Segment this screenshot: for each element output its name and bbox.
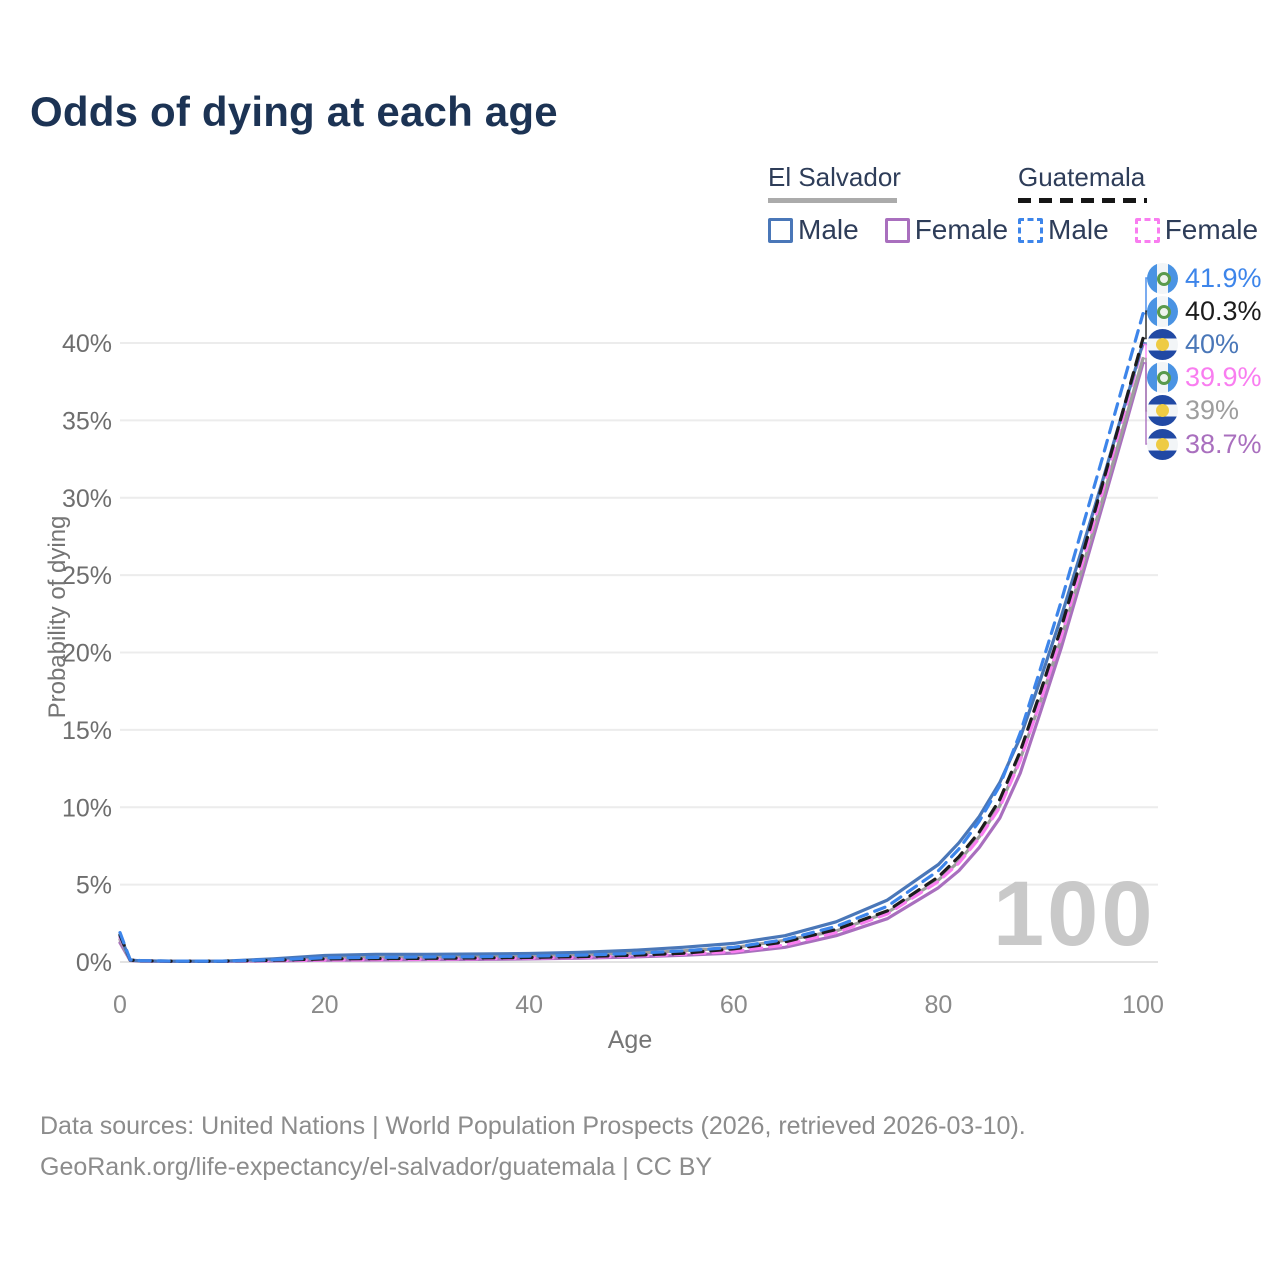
legend-country-name: Guatemala bbox=[1018, 162, 1146, 192]
checkbox-icon bbox=[768, 217, 793, 243]
end-label-guatemala-female: 39.9% bbox=[1147, 362, 1262, 394]
guatemala-flag-icon bbox=[1147, 262, 1178, 294]
legend-group-guatemala: Guatemala Male Female bbox=[1018, 162, 1268, 246]
series-line-el-salvador-female bbox=[118, 361, 1145, 964]
legend-item-label: Female bbox=[1164, 214, 1259, 245]
page-title: Odds of dying at each age bbox=[30, 88, 558, 135]
legend-item-label: Male bbox=[798, 214, 859, 245]
legend-group-el-salvador: El Salvador Male Female bbox=[768, 162, 1018, 246]
footer-line-2: GeoRank.org/life-expectancy/el-salvador/… bbox=[40, 1153, 713, 1181]
x-tick-label: 60 bbox=[720, 991, 748, 1019]
end-label-el-salvador-male: 40% bbox=[1147, 328, 1239, 360]
legend-item-el-salvador-male[interactable]: Male bbox=[768, 214, 859, 246]
series-line-el-salvador-both-sexes bbox=[118, 356, 1145, 963]
x-tick-label: 20 bbox=[311, 991, 339, 1019]
end-label-guatemala-male: 41.9% bbox=[1147, 262, 1262, 294]
end-label-value: 40.3% bbox=[1185, 295, 1262, 326]
el-salvador-flag-icon bbox=[1147, 395, 1178, 427]
end-label-value: 41.9% bbox=[1185, 262, 1262, 293]
y-tick-label: 40% bbox=[62, 330, 112, 358]
y-axis-title: Probability of dying bbox=[44, 515, 71, 719]
x-tick-label: 0 bbox=[113, 991, 127, 1019]
legend-item-guatemala-female[interactable]: Female bbox=[1134, 214, 1259, 246]
legend-item-label: Female bbox=[914, 214, 1009, 245]
y-tick-label: 25% bbox=[62, 562, 112, 590]
el-salvador-flag-icon bbox=[1147, 428, 1178, 460]
y-tick-label: 20% bbox=[62, 640, 112, 668]
series-line-guatemala-male bbox=[118, 312, 1145, 963]
el-salvador-flag-icon bbox=[1147, 328, 1178, 360]
x-tick-label: 100 bbox=[1122, 991, 1164, 1019]
end-label-value: 40% bbox=[1185, 328, 1240, 359]
y-tick-label: 10% bbox=[62, 794, 112, 822]
age-watermark: 100 bbox=[993, 863, 1156, 965]
checkbox-icon bbox=[1134, 217, 1160, 243]
end-label-guatemala-both-sexes: 40.3% bbox=[1147, 295, 1262, 327]
dashed-line-sample bbox=[1018, 198, 1147, 203]
legend-item-el-salvador-female[interactable]: Female bbox=[884, 214, 1009, 246]
end-label-value: 39% bbox=[1185, 395, 1240, 426]
series-line-guatemala-both-sexes bbox=[118, 336, 1145, 963]
guatemala-flag-icon bbox=[1147, 295, 1178, 327]
data-sources-footer: Data sources: United Nations | World Pop… bbox=[40, 1106, 1026, 1188]
y-tick-label: 5% bbox=[76, 872, 112, 900]
legend-country-name: El Salvador bbox=[768, 162, 901, 192]
footer-line-1: Data sources: United Nations | World Pop… bbox=[40, 1112, 1026, 1140]
end-label-value: 39.9% bbox=[1185, 362, 1262, 393]
checkbox-icon bbox=[884, 217, 910, 243]
solid-line-sample bbox=[768, 198, 897, 203]
legend-item-guatemala-male[interactable]: Male bbox=[1018, 214, 1109, 246]
y-tick-label: 30% bbox=[62, 485, 112, 513]
x-tick-label: 40 bbox=[515, 991, 543, 1019]
y-tick-label: 15% bbox=[62, 717, 112, 745]
x-tick-label: 80 bbox=[924, 991, 952, 1019]
guatemala-flag-icon bbox=[1147, 362, 1178, 394]
end-label-el-salvador-both-sexes: 39% bbox=[1147, 395, 1239, 427]
end-label-value: 38.7% bbox=[1185, 428, 1262, 459]
legend-item-label: Male bbox=[1048, 214, 1109, 245]
y-tick-label: 0% bbox=[76, 949, 112, 977]
y-tick-label: 35% bbox=[62, 407, 112, 435]
x-axis-title: Age bbox=[607, 1026, 653, 1054]
end-label-el-salvador-female: 38.7% bbox=[1147, 428, 1262, 460]
checkbox-icon bbox=[1018, 217, 1043, 243]
